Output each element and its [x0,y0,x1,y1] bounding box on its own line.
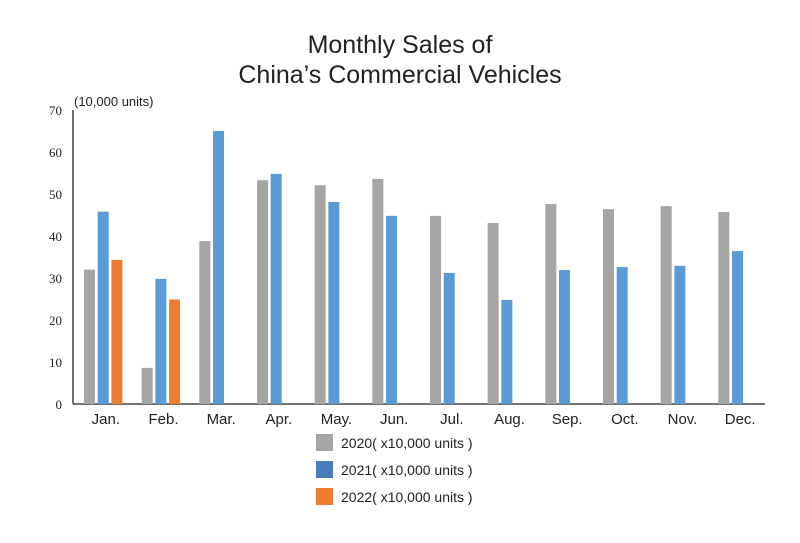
bar-jan-0 [84,269,95,404]
bar-sep-0 [545,204,557,404]
chart-title-line1: Monthly Sales of [307,31,493,59]
y-tick-label: 60 [49,145,62,160]
bar-feb-0 [141,367,153,404]
bar-may-0 [314,185,326,404]
x-tick-label: Jul. [440,411,463,428]
legend-item: 2020( x10,000 units ) [316,434,473,451]
chart-title-line2: China’s Commercial Vehicles [238,61,562,89]
bar-jul-1 [443,272,455,404]
y-tick-label: 20 [49,313,62,328]
legend-swatch [316,434,333,451]
bar-may-1 [328,201,340,404]
legend-swatch [316,461,333,478]
legend-label: 2020( x10,000 units ) [341,434,473,451]
bar-jun-1 [386,215,398,404]
bar-apr-1 [270,173,282,404]
legend-swatch [316,488,333,505]
y-tick-label: 50 [49,187,62,202]
x-tick-label: Oct. [611,411,639,428]
bar-jan-1 [97,211,109,404]
x-tick-label: Mar. [207,411,236,428]
x-tick-label: Nov. [668,411,698,428]
bar-apr-0 [257,180,268,404]
bar-feb-2 [169,299,181,404]
bar-mar-0 [199,241,211,404]
legend-label: 2022( x10,000 units ) [341,488,473,505]
x-tick-label: Aug. [494,411,525,428]
x-tick-label: May. [321,411,352,428]
bar-sep-1 [559,270,571,404]
bar-nov-0 [660,206,672,404]
y-tick-label: 40 [49,229,62,244]
bar-jan-2 [111,259,123,404]
legend-label: 2021( x10,000 units ) [341,461,473,478]
bar-mar-1 [213,131,225,404]
bar-jul-0 [430,215,441,404]
x-tick-label: Jan. [92,411,120,428]
legend-item: 2021( x10,000 units ) [316,461,473,478]
x-tick-label: Apr. [265,411,292,428]
bar-dec-0 [718,212,730,404]
bar-aug-1 [501,299,513,404]
bar-oct-1 [616,267,628,404]
x-tick-label: Feb. [148,411,178,428]
bar-feb-1 [155,278,167,404]
y-axis-unit-label: (10,000 units) [74,94,154,109]
y-tick-label: 70 [49,103,62,118]
bar-dec-1 [732,251,744,404]
bar-jun-0 [372,178,384,404]
y-tick-label: 0 [56,397,63,412]
x-tick-label: Jun. [380,411,408,428]
y-tick-label: 10 [49,355,62,370]
bar-oct-0 [603,209,614,404]
y-tick-label: 30 [49,271,62,286]
bar-nov-1 [674,265,686,404]
bar-aug-0 [487,222,499,404]
x-tick-label: Sep. [552,411,583,428]
x-tick-label: Dec. [725,411,756,428]
legend-item: 2022( x10,000 units ) [316,488,473,505]
